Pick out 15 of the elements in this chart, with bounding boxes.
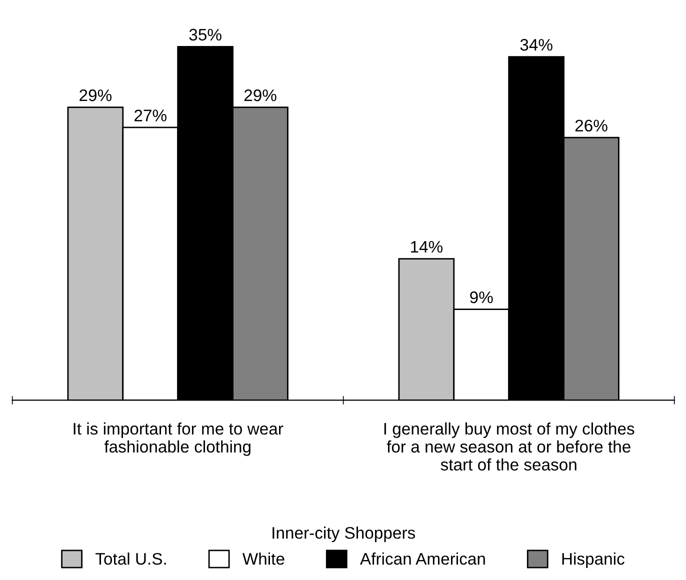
data-label: 35% — [189, 28, 222, 41]
data-label: 34% — [520, 38, 552, 51]
data-label: 14% — [411, 240, 443, 253]
data-label: 27% — [134, 110, 166, 122]
x-tick-label: It is important for me to wear fashionable clothing — [74, 422, 284, 456]
data-label: 29% — [244, 89, 276, 102]
data-label: 29% — [80, 89, 112, 102]
legend-label: Hispanic — [562, 552, 624, 568]
legend-label: African American — [360, 552, 485, 565]
data-label: 26% — [575, 120, 608, 132]
legend-label: Total U.S. — [96, 552, 166, 565]
legend-title: Inner-city Shoppers — [272, 526, 416, 542]
data-label: 9% — [470, 291, 493, 304]
x-tick-label: I generally buy most of my clothes for a new season at or before the start of the season — [384, 422, 634, 471]
legend-label: White — [242, 552, 284, 565]
